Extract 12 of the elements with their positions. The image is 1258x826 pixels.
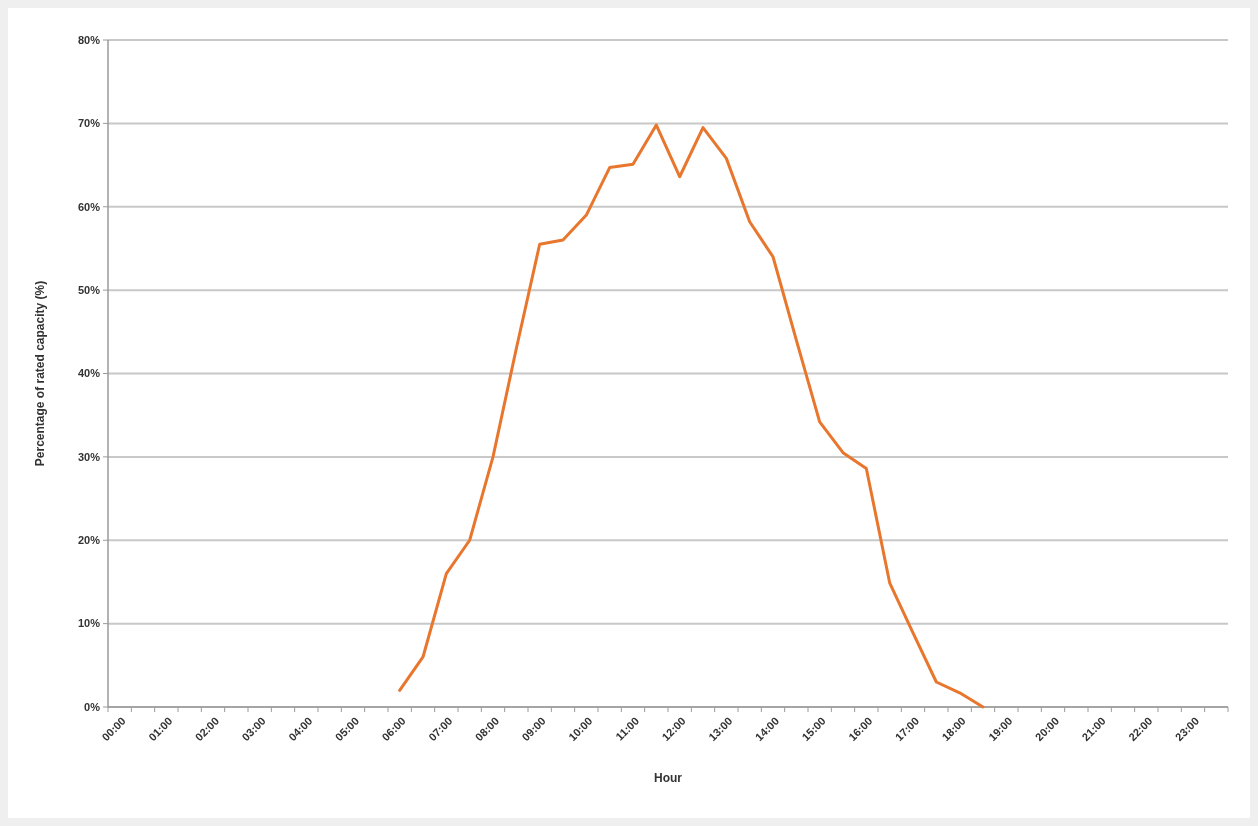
y-tick-label: 10% — [77, 617, 101, 630]
y-tick-label: 80% — [77, 33, 101, 46]
y-tick-label: 20% — [77, 534, 101, 547]
y-tick-label: 70% — [77, 117, 101, 130]
y-tick-label: 30% — [77, 450, 101, 463]
x-axis-title: Hour — [654, 771, 683, 785]
y-tick-label: 50% — [77, 283, 101, 296]
line-series — [398, 123, 985, 709]
y-tick-label: 60% — [77, 200, 101, 213]
y-axis-title: Percentage of rated capacity (%) — [33, 280, 47, 467]
y-tick-label: 40% — [77, 367, 101, 380]
y-tick-label: 0% — [84, 700, 101, 713]
